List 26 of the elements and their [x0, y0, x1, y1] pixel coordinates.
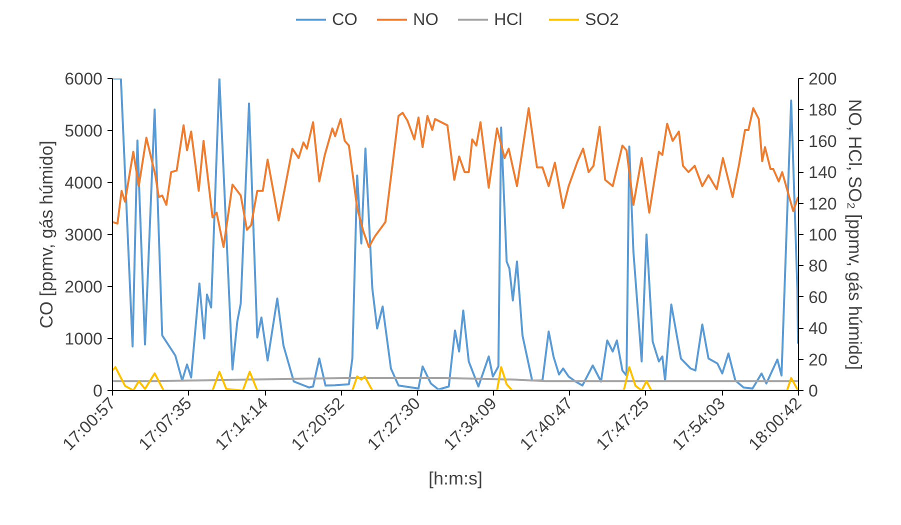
- legend-label: SO2: [585, 10, 620, 30]
- legend-label: CO: [332, 10, 358, 30]
- legend-label: NO: [413, 10, 438, 30]
- y2-tick-label: 200: [808, 70, 837, 88]
- line-series: [112, 107, 798, 248]
- y-tick-label: 2000: [64, 278, 103, 296]
- y-tick-label: 1000: [64, 330, 103, 348]
- y-tick-label: 5000: [64, 122, 103, 140]
- y2-tick-label: 0: [808, 382, 818, 400]
- y2-tick-label: 180: [808, 100, 837, 120]
- y2-tick-label: 160: [808, 132, 837, 151]
- x-axis-title: [h:m:s]: [428, 468, 483, 489]
- y-tick-label: 4000: [64, 174, 103, 192]
- legend-label: HCl: [494, 10, 522, 30]
- y-tick-label: 3000: [64, 226, 103, 244]
- y2-tick-label: 120: [808, 194, 837, 214]
- y2-tick-label: 60: [808, 288, 828, 307]
- y2-tick-label: 80: [808, 256, 828, 276]
- y-tick-label: 6000: [64, 70, 103, 88]
- y-axis-title: CO [ppmv, gás húmido]: [36, 140, 57, 328]
- y2-tick-label: 40: [808, 319, 828, 338]
- y-tick-label: 0: [93, 382, 103, 400]
- y2-tick-label: 140: [808, 163, 837, 182]
- y2-tick-label: 100: [808, 226, 837, 244]
- y2-tick-label: 20: [808, 350, 828, 370]
- y2-axis-title: NO, HCl, SO₂ [ppmv, gás húmido]: [844, 99, 865, 370]
